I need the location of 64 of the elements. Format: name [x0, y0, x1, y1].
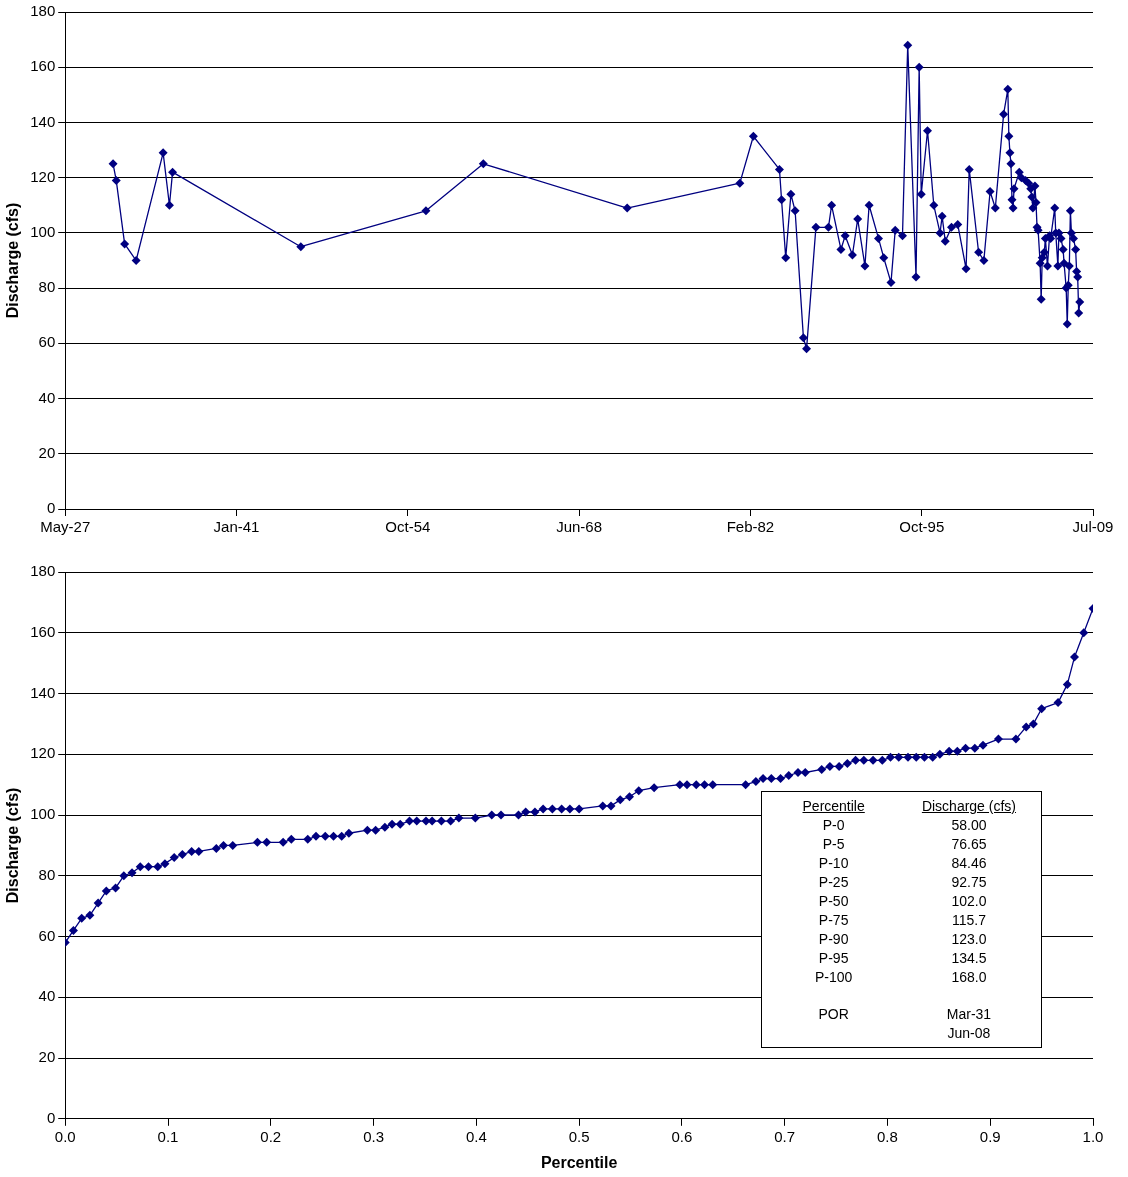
- annotation: 115.7: [950, 911, 987, 928]
- x-tick-label: Jun-68: [556, 518, 603, 536]
- annotation: 92.75: [950, 873, 988, 890]
- x-tick-label: 0.7: [774, 1127, 796, 1145]
- x-tick-label: 0.9: [979, 1127, 1001, 1145]
- annotation: Mar-31: [945, 1005, 993, 1022]
- annotation: Jun-08: [946, 1024, 992, 1041]
- y-tick-label: 60: [38, 333, 56, 351]
- annotation: P-90: [817, 930, 850, 947]
- y-tick-label: 100: [30, 805, 56, 823]
- y-tick-label: 180: [30, 2, 56, 20]
- annotation: P-10: [817, 854, 850, 871]
- annotation: P-5: [821, 835, 846, 852]
- x-tick-label: 1.0: [1082, 1127, 1104, 1145]
- y-axis-title: Discharge (cfs): [4, 202, 22, 319]
- x-tick-label: Oct-95: [899, 518, 945, 536]
- y-tick-label: 180: [30, 562, 56, 580]
- x-tick-label: Jul-09: [1072, 518, 1114, 536]
- annotation: P-75: [817, 911, 850, 928]
- y-tick-label: 120: [30, 744, 56, 762]
- annotation: 168.0: [950, 968, 988, 985]
- annotation: P-25: [817, 873, 850, 890]
- annotation: P-50: [817, 892, 850, 909]
- y-tick-label: 0: [46, 499, 56, 517]
- annotation: 134.5: [950, 949, 988, 966]
- y-tick-label: 60: [38, 926, 56, 944]
- x-tick-label: 0.6: [671, 1127, 693, 1145]
- annotation: 84.46: [950, 854, 988, 871]
- annotation: 76.65: [950, 835, 988, 852]
- x-tick-label: 0.1: [157, 1127, 179, 1145]
- x-tick-label: Feb-82: [726, 518, 775, 536]
- y-tick-label: 20: [38, 1048, 56, 1066]
- annotation: P-0: [821, 816, 846, 833]
- y-tick-label: 120: [30, 167, 56, 185]
- y-tick-label: 160: [30, 57, 56, 75]
- x-tick-label: Jan-41: [213, 518, 260, 536]
- y-axis-title: Discharge (cfs): [4, 787, 22, 904]
- x-tick-label: 0.5: [568, 1127, 590, 1145]
- y-tick-label: 140: [30, 683, 56, 701]
- x-tick-label: 0.8: [877, 1127, 898, 1145]
- x-tick-label: May-27: [40, 518, 91, 536]
- annotation: 123.0: [950, 930, 988, 947]
- x-tick-label: 0.3: [363, 1127, 384, 1145]
- x-axis-title: Percentile: [540, 1153, 618, 1171]
- annotation: 102.0: [950, 892, 988, 909]
- annotation: Discharge (cfs): [920, 797, 1017, 814]
- y-tick-label: 0: [46, 1108, 56, 1126]
- annotation: Percentile: [801, 797, 866, 814]
- y-tick-label: 160: [30, 622, 56, 640]
- y-tick-label: 40: [38, 987, 56, 1005]
- x-tick-label: 0.4: [465, 1127, 487, 1145]
- y-tick-label: 40: [38, 388, 56, 406]
- x-tick-label: 0.0: [54, 1127, 76, 1145]
- x-tick-label: Oct-54: [385, 518, 431, 536]
- y-tick-label: 100: [30, 223, 56, 241]
- y-tick-label: 80: [38, 865, 56, 883]
- annotation: 58.00: [950, 816, 988, 833]
- x-tick-label: 0.2: [260, 1127, 282, 1145]
- y-tick-label: 140: [30, 112, 56, 130]
- annotation: P-95: [817, 949, 850, 966]
- y-tick-label: 80: [38, 278, 56, 296]
- annotation: POR: [817, 1005, 850, 1022]
- annotation: P-100: [813, 968, 854, 985]
- y-tick-label: 20: [38, 443, 56, 461]
